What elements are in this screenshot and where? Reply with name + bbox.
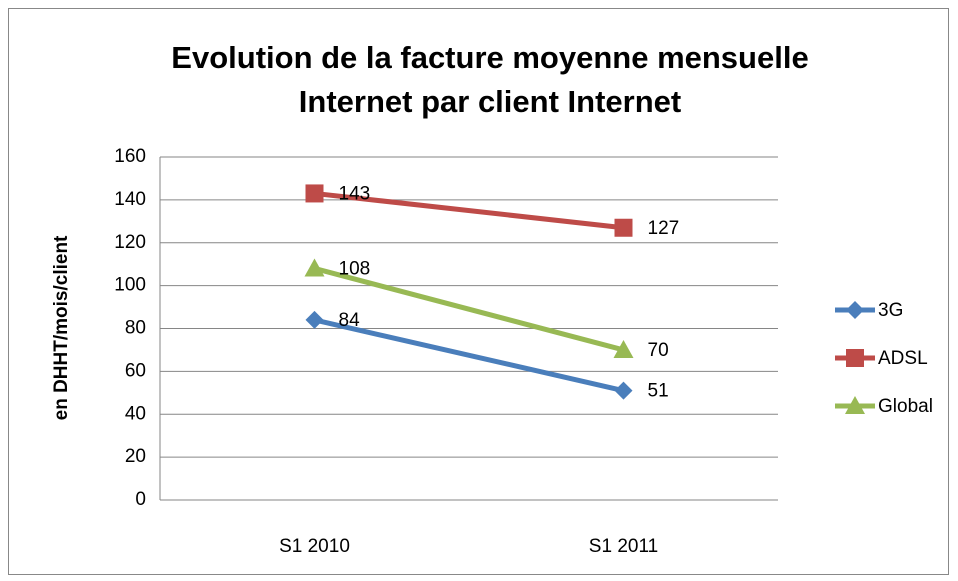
series-line bbox=[313, 317, 625, 394]
x-tick-label: S1 2011 bbox=[589, 536, 658, 557]
marker bbox=[305, 310, 324, 329]
data-label: 51 bbox=[648, 381, 669, 402]
y-tick-label: 0 bbox=[135, 489, 146, 510]
chart-title: Evolution de la facture moyenne mensuell… bbox=[171, 40, 808, 75]
y-tick-label: 80 bbox=[125, 318, 146, 339]
marker bbox=[846, 349, 864, 367]
data-label: 84 bbox=[339, 310, 361, 331]
data-label: 70 bbox=[648, 340, 669, 361]
marker bbox=[613, 339, 634, 358]
marker bbox=[304, 258, 325, 277]
marker bbox=[845, 396, 865, 414]
marker bbox=[305, 184, 324, 203]
series-line bbox=[314, 190, 624, 231]
y-tick-label: 160 bbox=[114, 146, 146, 167]
data-label: 143 bbox=[339, 183, 371, 204]
series-line bbox=[313, 266, 625, 353]
legend-label: Global bbox=[878, 396, 933, 417]
legend-label: ADSL bbox=[878, 348, 928, 369]
marker bbox=[614, 218, 633, 237]
chart-title: Internet par client Internet bbox=[299, 84, 681, 119]
marker bbox=[614, 381, 633, 400]
y-axis-label: en DHHT/mois/client bbox=[51, 235, 72, 420]
marker bbox=[846, 301, 864, 319]
data-label: 108 bbox=[339, 258, 371, 279]
x-tick-label: S1 2010 bbox=[279, 536, 350, 557]
y-tick-label: 60 bbox=[125, 360, 146, 381]
data-label: 127 bbox=[648, 218, 680, 239]
legend-label: 3G bbox=[878, 300, 903, 321]
y-tick-label: 140 bbox=[114, 189, 146, 210]
y-tick-label: 120 bbox=[114, 232, 146, 253]
chart-border bbox=[8, 8, 949, 575]
y-tick-label: 20 bbox=[125, 446, 146, 467]
y-tick-label: 40 bbox=[125, 403, 146, 424]
y-tick-label: 100 bbox=[114, 275, 146, 296]
